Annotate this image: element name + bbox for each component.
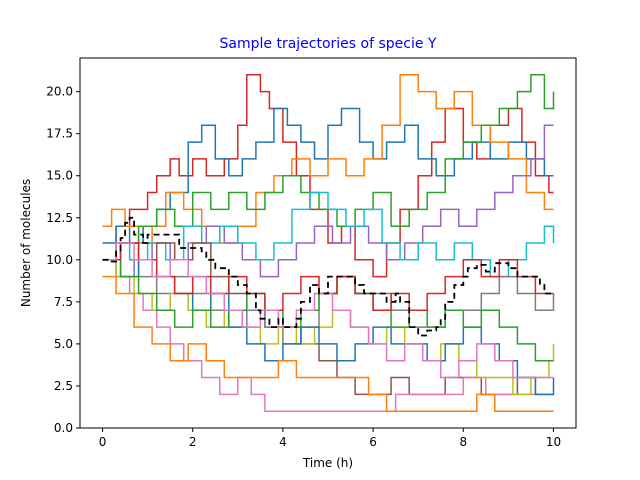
plot-frame — [79, 57, 577, 429]
y-axis-label: Number of molecules — [19, 179, 33, 307]
x-axis: 0 2 4 6 8 10 — [99, 428, 561, 449]
y-tick-label: 12.5 — [46, 211, 73, 225]
trajectory-line-2 — [102, 107, 554, 244]
y-tick-label: 10.0 — [46, 253, 73, 267]
mean-trajectory-line — [102, 216, 554, 337]
y-tick-label: 17.5 — [46, 127, 73, 141]
y-tick-label: 2.5 — [54, 379, 73, 393]
trajectory-line-15 — [102, 242, 554, 379]
y-tick-label: 15.0 — [46, 169, 73, 183]
chart-title: Sample trajectories of specie Y — [220, 36, 437, 52]
y-axis: 0.0 2.5 5.0 7.5 10.0 12.5 15.0 17.5 20.0 — [46, 85, 80, 435]
x-tick-label: 8 — [459, 435, 467, 449]
trajectory-line-3 — [102, 74, 554, 244]
x-tick-label: 0 — [99, 435, 107, 449]
trajectory-line-12 — [102, 275, 554, 412]
x-tick-label: 10 — [546, 435, 561, 449]
series-layer — [102, 74, 555, 412]
y-tick-label: 0.0 — [54, 421, 73, 435]
y-tick-label: 7.5 — [54, 295, 73, 309]
y-tick-label: 20.0 — [46, 85, 73, 99]
x-tick-label: 2 — [189, 435, 197, 449]
x-tick-label: 6 — [369, 435, 377, 449]
x-tick-label: 4 — [279, 435, 287, 449]
y-tick-label: 5.0 — [54, 337, 73, 351]
x-axis-label: Time (h) — [302, 456, 353, 470]
